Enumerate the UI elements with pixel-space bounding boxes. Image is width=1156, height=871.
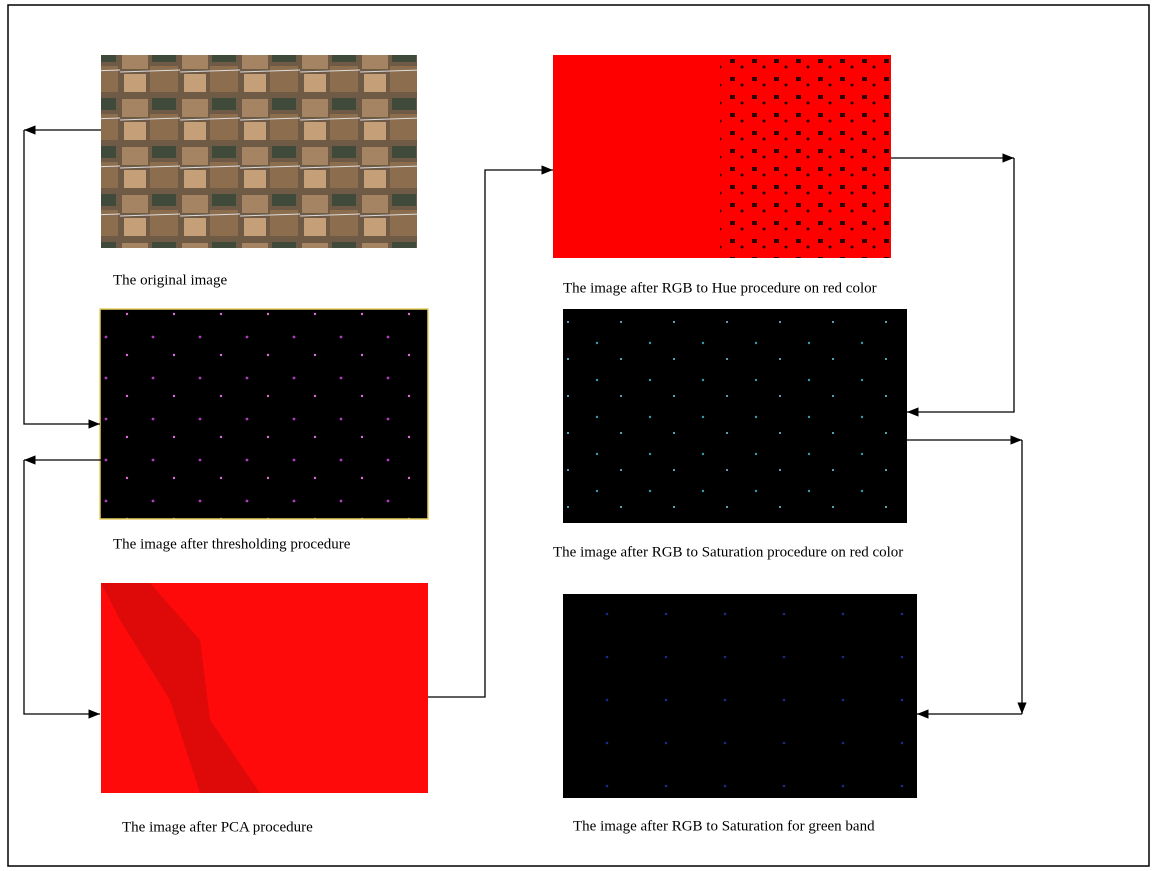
caption: The image after RGB to Hue procedure on …	[563, 280, 877, 296]
caption: The image after thresholding procedure	[113, 536, 351, 552]
diagram: The original image The image after thres…	[0, 0, 1156, 871]
caption: The image after PCA procedure	[122, 819, 313, 835]
caption: The image after RGB to Saturation for gr…	[573, 818, 875, 834]
caption: The original image	[113, 272, 227, 288]
caption: The image after RGB to Saturation proced…	[553, 544, 903, 560]
